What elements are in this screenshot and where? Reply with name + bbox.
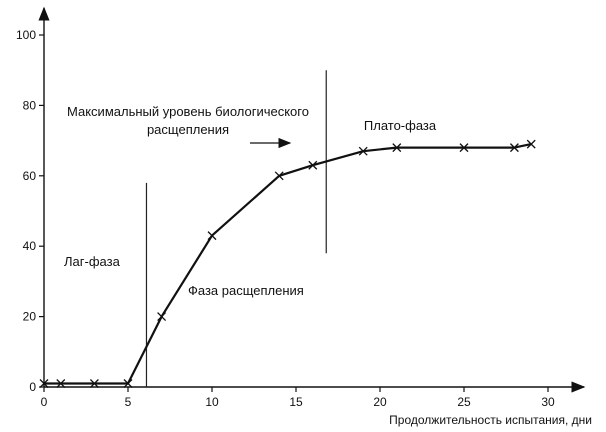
data-point [459,143,469,153]
data-point [274,171,284,181]
x-tick-label: 20 [373,395,387,409]
data-point [509,143,519,153]
data-point [39,379,49,388]
data-point [56,379,66,388]
data-point [89,379,99,388]
x-axis-label: Продолжительность испытания, дни [389,413,592,427]
data-point [157,312,167,322]
x-tick-label: 0 [41,395,48,409]
x-tick-label: 10 [205,395,219,409]
data-point [308,160,318,170]
y-tick-label: 100 [16,28,36,42]
data-point [207,231,217,241]
axes [38,6,586,393]
x-tick-label: 15 [289,395,303,409]
annotation-lag-phase: Лаг-фаза [64,254,121,269]
x-tick-label: 25 [457,395,471,409]
x-tick-label: 5 [125,395,132,409]
data-point [392,143,402,153]
annotation-max-level: Максимальный уровень биологического расще… [67,104,309,137]
y-tick-label: 20 [23,310,37,324]
data-point [123,379,133,388]
annotation-plateau: Плато-фаза [364,118,437,133]
ticks: 0 5 10 15 20 25 30 0 20 40 60 80 100 [16,28,555,409]
annotations: Лаг-фаза Фаза расщепления Максимальный уро… [64,104,437,298]
y-tick-label: 0 [29,380,36,394]
annotation-split-phase: Фаза расщепления [188,283,304,298]
y-tick-label: 60 [23,169,37,183]
x-tick-label: 30 [541,395,555,409]
y-tick-label: 80 [23,98,37,112]
series-group [39,139,536,388]
data-point [526,139,536,149]
data-point [358,146,368,156]
y-tick-label: 40 [23,239,37,253]
